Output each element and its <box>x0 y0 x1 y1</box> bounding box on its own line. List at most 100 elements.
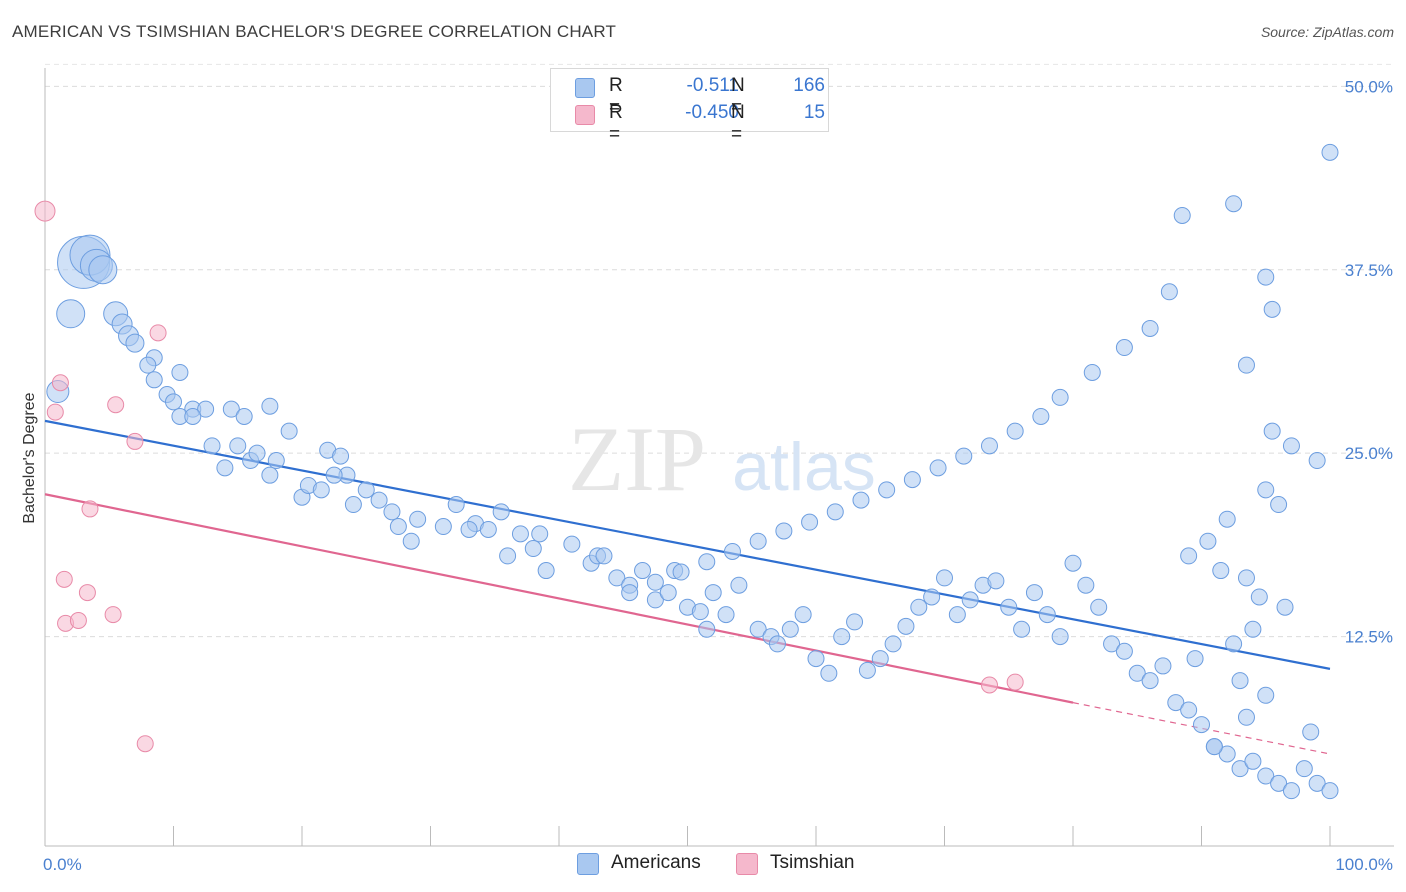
y-tick-label: 25.0% <box>1345 444 1393 463</box>
americans-point <box>781 620 799 638</box>
americans-point <box>499 547 517 565</box>
americans-point <box>235 407 253 425</box>
americans-point <box>1128 664 1146 682</box>
tsimshian-point <box>55 570 73 588</box>
n-value: 15 <box>803 102 825 123</box>
americans-points <box>46 143 1339 800</box>
r-label: R = <box>609 75 623 118</box>
tsimshian-point <box>34 200 56 222</box>
americans-point <box>531 525 549 543</box>
tsimshian-swatch <box>575 105 595 125</box>
americans-point <box>1186 650 1204 668</box>
americans-point <box>261 397 279 415</box>
americans-point <box>659 584 677 602</box>
americans-point <box>608 569 626 587</box>
americans-point <box>460 520 478 538</box>
tsimshian-point <box>107 396 125 414</box>
americans-point <box>280 422 298 440</box>
americans-point <box>884 635 902 653</box>
americans-swatch <box>575 78 595 98</box>
americans-point <box>1263 300 1281 318</box>
tsimshian-point <box>980 676 998 694</box>
americans-point <box>1212 562 1230 580</box>
tsimshian-point <box>1006 673 1024 691</box>
americans-point <box>197 400 215 418</box>
americans-point <box>858 661 876 679</box>
americans-point <box>1257 686 1275 704</box>
americans-point <box>370 491 388 509</box>
americans-point <box>1064 554 1082 572</box>
tsimshian-legend-swatch <box>736 853 758 875</box>
americans-point <box>222 400 240 418</box>
tsimshian-point <box>78 584 96 602</box>
tsimshian-trend-line <box>44 493 1074 704</box>
americans-point <box>852 491 870 509</box>
americans-point <box>749 620 767 638</box>
americans-point <box>1038 606 1056 624</box>
americans-point <box>723 542 741 560</box>
americans-point <box>357 481 375 499</box>
chart-title: AMERICAN VS TSIMSHIAN BACHELOR'S DEGREE … <box>12 22 617 41</box>
americans-point <box>511 525 529 543</box>
americans-point <box>801 513 819 531</box>
americans-point <box>165 393 182 411</box>
americans-point <box>923 588 941 606</box>
americans-point <box>434 518 452 536</box>
y-axis-label: Bachelor's Degree <box>21 392 38 523</box>
americans-point <box>56 299 86 329</box>
americans-point <box>1263 422 1281 440</box>
americans-point <box>1115 642 1133 660</box>
americans-trend-line <box>44 419 1331 670</box>
americans-point <box>332 447 350 465</box>
americans-point <box>897 617 915 635</box>
americans-point <box>961 591 979 609</box>
americans-point <box>1282 437 1300 455</box>
americans-point <box>807 650 825 668</box>
americans-point <box>955 447 973 465</box>
americans-point <box>1051 388 1069 406</box>
americans-point <box>1115 339 1133 357</box>
americans-point <box>267 452 285 470</box>
americans-point <box>312 481 330 499</box>
americans-point <box>691 603 709 621</box>
americans-point <box>1218 745 1236 763</box>
americans-point <box>672 563 690 581</box>
americans-point <box>987 572 1005 590</box>
americans-point <box>492 503 510 521</box>
tick-labels: 12.5% 25.0% 37.5% 50.0% 0.0% 100.0% <box>43 77 1393 874</box>
n-label: N = <box>731 75 745 118</box>
americans-point <box>1321 782 1339 800</box>
americans-point <box>1321 143 1339 161</box>
americans-point <box>1006 422 1024 440</box>
tsimshian-point <box>136 735 154 753</box>
americans-point <box>768 635 786 653</box>
americans-point <box>1244 620 1262 638</box>
americans-point <box>1237 708 1255 726</box>
americans-point <box>948 606 966 624</box>
americans-point <box>1051 628 1069 646</box>
americans-point <box>229 437 247 455</box>
source-label: Source: ZipAtlas.com <box>1260 24 1394 40</box>
watermark-zip: ZIP <box>568 408 706 510</box>
americans-point <box>704 584 722 602</box>
r-label: R = <box>609 102 623 145</box>
americans-point <box>1237 356 1255 374</box>
americans-point <box>1141 319 1159 337</box>
americans-point <box>145 371 163 389</box>
americans-point <box>1167 694 1185 712</box>
americans-legend-label: Americans <box>611 852 701 873</box>
americans-point <box>1025 584 1043 602</box>
americans-point <box>1199 532 1217 550</box>
tsimshian-point <box>81 500 99 518</box>
stats-legend: R = -0.511 N = 166 R = -0.450 N = 15 <box>550 68 829 145</box>
americans-point <box>563 535 581 553</box>
r-value: -0.450 <box>685 102 739 123</box>
americans-point <box>910 598 928 616</box>
americans-point <box>88 255 118 285</box>
americans-point <box>537 562 555 580</box>
tsimshian-point <box>69 611 87 629</box>
watermark-atlas: atlas <box>732 429 876 505</box>
americans-point <box>325 466 343 484</box>
americans-point <box>1270 774 1288 792</box>
americans-point <box>479 520 497 538</box>
